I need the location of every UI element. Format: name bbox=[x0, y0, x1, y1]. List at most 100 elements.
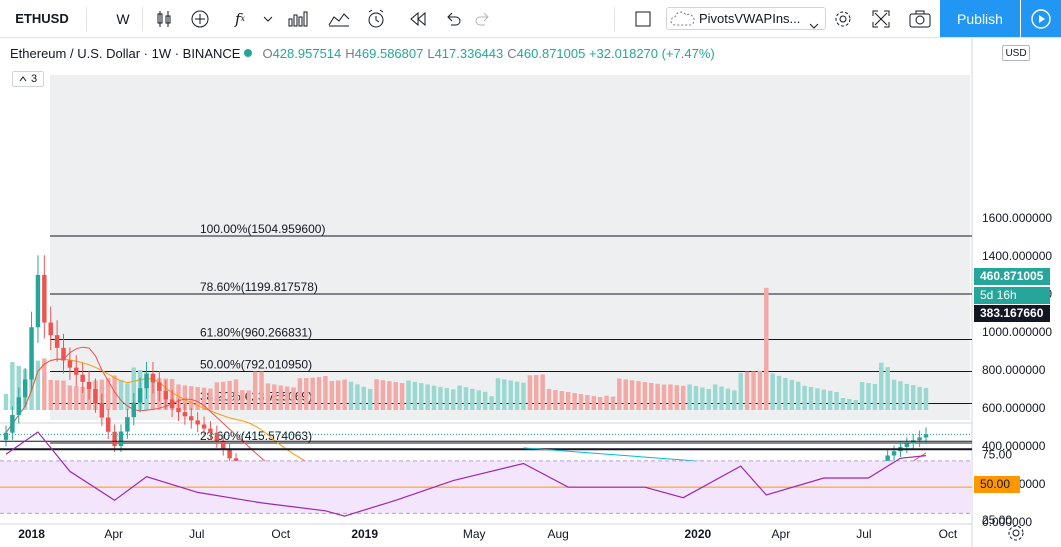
candle-body bbox=[227, 449, 232, 459]
volume-bar bbox=[412, 381, 418, 410]
add-compare-icon[interactable] bbox=[186, 0, 214, 37]
volume-bar bbox=[597, 397, 603, 410]
bar-chart-icon[interactable] bbox=[284, 0, 312, 37]
volume-bar bbox=[687, 384, 692, 410]
line-price-tag: 383.167660 bbox=[974, 305, 1050, 322]
open-label: O bbox=[262, 46, 273, 61]
volume-bar bbox=[342, 379, 347, 410]
rsi-tick-label: 25.00 bbox=[982, 513, 1012, 527]
candle-body bbox=[885, 455, 890, 466]
fib-background bbox=[50, 75, 970, 420]
y-tick-label: 400.000000 bbox=[982, 439, 1046, 453]
indicator-count: 3 bbox=[30, 73, 38, 85]
redo-icon[interactable] bbox=[470, 0, 496, 37]
gear-icon[interactable] bbox=[830, 0, 856, 37]
candle-body bbox=[93, 389, 98, 404]
countdown-tag: 5d 16h bbox=[974, 287, 1050, 304]
play-icon[interactable] bbox=[1021, 0, 1061, 37]
change-value: +32.018270 (+7.47%) bbox=[588, 46, 715, 61]
volume-bar bbox=[904, 383, 910, 410]
replay-icon[interactable] bbox=[404, 0, 432, 37]
volume-bar bbox=[898, 381, 903, 410]
x-tick-label: Oct bbox=[939, 527, 958, 541]
volume-bar bbox=[802, 385, 807, 410]
symbol-legend: Ethereum / U.S. Dollar · 1W · BINANCE O42… bbox=[10, 46, 715, 61]
candle-body bbox=[208, 428, 213, 433]
volume-bar bbox=[457, 385, 462, 410]
indicator-template-select[interactable]: PivotsVWAPIns... bbox=[666, 7, 826, 30]
volume-bar bbox=[655, 383, 660, 410]
publish-button[interactable]: Publish bbox=[940, 0, 1020, 37]
chevron-down-icon[interactable] bbox=[258, 0, 278, 37]
candles-icon[interactable] bbox=[150, 0, 178, 37]
volume-bar bbox=[546, 389, 552, 410]
volume-bar bbox=[272, 384, 277, 410]
low-value: 417.336443 bbox=[434, 46, 504, 61]
undo-icon[interactable] bbox=[440, 0, 466, 37]
volume-bar bbox=[859, 382, 865, 410]
volume-bar bbox=[470, 388, 475, 410]
volume-bar bbox=[419, 383, 424, 410]
volume-bar bbox=[527, 375, 533, 410]
open-value: 428.957514 bbox=[272, 46, 342, 61]
candle-body bbox=[214, 432, 220, 442]
volume-bar bbox=[521, 382, 526, 410]
volume-bar bbox=[815, 388, 820, 410]
candle-body bbox=[176, 408, 181, 413]
collapse-indicators-button[interactable]: 3 bbox=[12, 71, 44, 87]
fib-level-label: 78.60%(1199.817578) bbox=[200, 280, 318, 294]
volume-bar bbox=[67, 385, 73, 410]
candle-body bbox=[137, 388, 143, 403]
volume-bar bbox=[221, 381, 226, 410]
gear-icon[interactable] bbox=[1006, 523, 1026, 543]
x-tick-label: 2019 bbox=[351, 527, 378, 541]
volume-bar bbox=[840, 398, 846, 410]
candle-body bbox=[74, 367, 79, 375]
candle-body bbox=[29, 327, 34, 380]
candle-body bbox=[22, 379, 28, 398]
chevron-down-icon bbox=[809, 16, 819, 34]
symbol-search[interactable]: ETHUSD bbox=[15, 11, 69, 26]
volume-bar bbox=[738, 373, 743, 410]
volume-bar bbox=[559, 391, 565, 410]
volume-bar bbox=[489, 396, 494, 410]
separator bbox=[86, 7, 87, 31]
price-chart[interactable]: 1600.0000001400.0000001200.0000001000.00… bbox=[0, 38, 1061, 547]
candle-body bbox=[150, 373, 156, 383]
low-label: L bbox=[427, 46, 435, 61]
y-tick-label: 1400.000000 bbox=[982, 249, 1052, 263]
volume-bar bbox=[265, 383, 271, 410]
fib-level-label: 23.60%(415.574063) bbox=[200, 429, 312, 443]
fullscreen-icon[interactable] bbox=[868, 0, 894, 37]
volume-bar bbox=[540, 374, 545, 410]
volume-bar bbox=[316, 377, 322, 410]
volume-bar bbox=[681, 385, 686, 410]
volume-bar bbox=[189, 386, 194, 410]
volume-bar bbox=[48, 379, 53, 410]
checkbox-icon[interactable] bbox=[630, 0, 656, 37]
volume-bar bbox=[240, 390, 245, 410]
volume-bar bbox=[661, 384, 667, 410]
candle-body bbox=[221, 441, 226, 450]
indicator-template-label: PivotsVWAPIns... bbox=[699, 11, 801, 26]
volume-bar bbox=[348, 381, 354, 410]
alert-icon[interactable] bbox=[362, 0, 390, 37]
camera-icon[interactable] bbox=[906, 0, 934, 37]
volume-bar bbox=[476, 390, 481, 410]
volume-bar bbox=[585, 395, 590, 410]
volume-bar bbox=[853, 400, 858, 410]
currency-badge[interactable]: USD bbox=[1002, 45, 1030, 61]
candle-body bbox=[201, 424, 207, 429]
volume-bar bbox=[719, 386, 724, 410]
templates-icon[interactable] bbox=[324, 0, 354, 37]
candle-body bbox=[182, 412, 188, 417]
volume-bar bbox=[923, 387, 929, 410]
interval-button[interactable]: W bbox=[116, 10, 130, 27]
close-value: 460.871005 bbox=[516, 46, 586, 61]
x-tick-label: May bbox=[463, 527, 486, 541]
candle-body bbox=[157, 382, 162, 391]
candle-body bbox=[911, 440, 916, 444]
volume-bar bbox=[304, 378, 309, 410]
